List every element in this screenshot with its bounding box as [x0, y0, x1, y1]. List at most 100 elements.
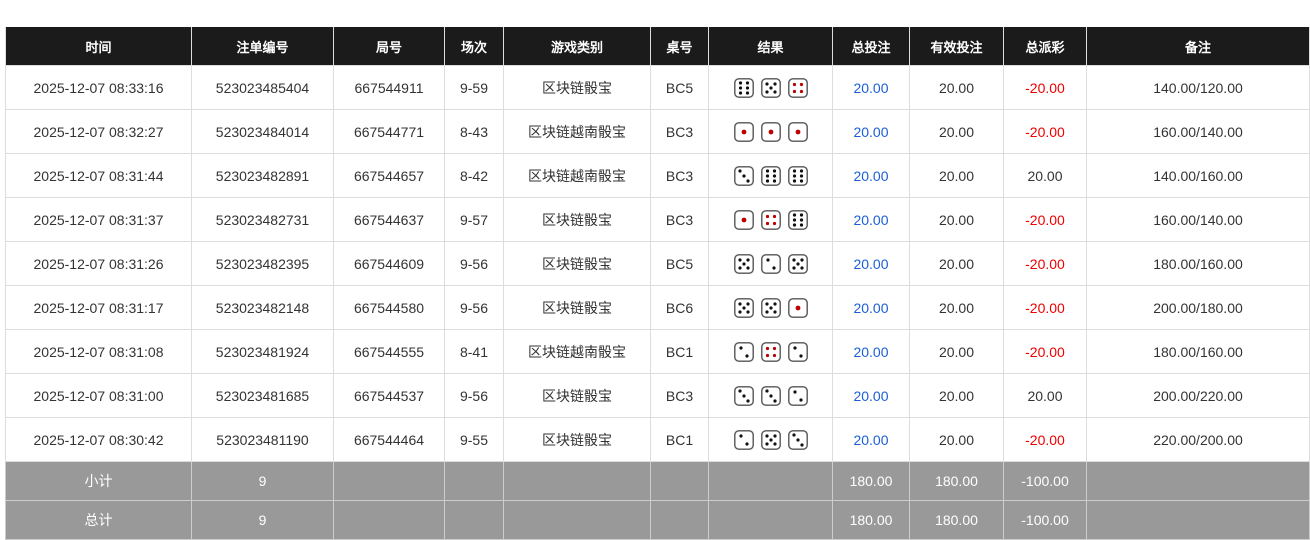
game-type-cell: 区块链越南骰宝: [503, 329, 651, 374]
table-cell: BC3: [650, 153, 709, 198]
time-cell: 2025-12-07 08:31:17: [5, 285, 192, 330]
result-cell: [708, 329, 833, 374]
bet-id-cell: 523023482395: [191, 241, 334, 286]
valid-bet-cell: 20.00: [909, 285, 1004, 330]
time-cell: 2025-12-07 08:31:26: [5, 241, 192, 286]
total-bet-cell: 20.00: [832, 109, 910, 154]
bet-id-cell: 523023484014: [191, 109, 334, 154]
total-bet-cell: 20.00: [832, 197, 910, 242]
dice-5-icon: [760, 429, 781, 450]
empty-cell: [333, 461, 445, 501]
round-cell: 667544580: [333, 285, 445, 330]
subtotal-row: 小计 9 180.00 180.00 -100.00: [5, 461, 1310, 501]
empty-cell: [708, 461, 833, 501]
note-cell: 160.00/140.00: [1086, 197, 1310, 242]
round-cell: 667544637: [333, 197, 445, 242]
table-row: 2025-12-07 08:33:16 523023485404 667544911…: [5, 65, 1310, 110]
header-total-payout: 总派彩: [1003, 27, 1087, 66]
session-cell: 9-55: [444, 417, 504, 462]
bet-records-table: 时间 注单编号 局号 场次 游戏类别 桌号 结果 总投注 有效投注 总派彩 备注 2025-12-0…: [5, 27, 1310, 540]
session-cell: 8-42: [444, 153, 504, 198]
dice-3-icon: [787, 429, 808, 450]
dice-6-icon: [787, 165, 808, 186]
payout-cell: 20.00: [1003, 153, 1087, 198]
dice-6-icon: [760, 165, 781, 186]
game-type-cell: 区块链骰宝: [503, 373, 651, 418]
empty-cell: [1086, 500, 1310, 540]
time-cell: 2025-12-07 08:31:00: [5, 373, 192, 418]
grandtotal-label: 总计: [5, 500, 192, 540]
total-bet-cell: 20.00: [832, 241, 910, 286]
table-row: 2025-12-07 08:30:42 523023481190 667544464…: [5, 417, 1310, 462]
table-row: 2025-12-07 08:31:44 523023482891 667544657…: [5, 153, 1310, 198]
dice-4-icon: [760, 209, 781, 230]
game-type-cell: 区块链骰宝: [503, 197, 651, 242]
result-cell: [708, 373, 833, 418]
header-valid-bet: 有效投注: [909, 27, 1004, 66]
session-cell: 9-56: [444, 285, 504, 330]
table-row: 2025-12-07 08:31:26 523023482395 667544609…: [5, 241, 1310, 286]
round-cell: 667544771: [333, 109, 445, 154]
table-cell: BC3: [650, 373, 709, 418]
time-cell: 2025-12-07 08:33:16: [5, 65, 192, 110]
total-bet-cell: 20.00: [832, 417, 910, 462]
header-result: 结果: [708, 27, 833, 66]
result-cell: [708, 241, 833, 286]
dice-3-icon: [733, 385, 754, 406]
dice-2-icon: [733, 429, 754, 450]
empty-cell: [503, 461, 651, 501]
game-type-cell: 区块链骰宝: [503, 417, 651, 462]
total-bet-cell: 20.00: [832, 329, 910, 374]
round-cell: 667544609: [333, 241, 445, 286]
round-cell: 667544464: [333, 417, 445, 462]
dice-3-icon: [733, 165, 754, 186]
table-row: 2025-12-07 08:31:00 523023481685 667544537…: [5, 373, 1310, 418]
note-cell: 220.00/200.00: [1086, 417, 1310, 462]
table-cell: BC1: [650, 329, 709, 374]
subtotal-label: 小计: [5, 461, 192, 501]
empty-cell: [333, 500, 445, 540]
dice-1-icon: [787, 297, 808, 318]
payout-cell: -20.00: [1003, 109, 1087, 154]
header-bet-id: 注单编号: [191, 27, 334, 66]
table-cell: BC3: [650, 109, 709, 154]
bet-id-cell: 523023485404: [191, 65, 334, 110]
session-cell: 9-57: [444, 197, 504, 242]
result-cell: [708, 153, 833, 198]
total-bet-cell: 20.00: [832, 285, 910, 330]
dice-4-icon: [760, 341, 781, 362]
valid-bet-cell: 20.00: [909, 373, 1004, 418]
session-cell: 9-56: [444, 241, 504, 286]
header-round: 局号: [333, 27, 445, 66]
note-cell: 140.00/120.00: [1086, 65, 1310, 110]
bet-id-cell: 523023482731: [191, 197, 334, 242]
empty-cell: [1086, 461, 1310, 501]
dice-2-icon: [733, 341, 754, 362]
empty-cell: [650, 500, 709, 540]
session-cell: 9-59: [444, 65, 504, 110]
dice-5-icon: [733, 297, 754, 318]
table-cell: BC5: [650, 241, 709, 286]
dice-2-icon: [787, 385, 808, 406]
bet-id-cell: 523023482148: [191, 285, 334, 330]
dice-1-icon: [760, 121, 781, 142]
dice-6-icon: [733, 77, 754, 98]
session-cell: 8-43: [444, 109, 504, 154]
game-type-cell: 区块链越南骰宝: [503, 109, 651, 154]
valid-bet-cell: 20.00: [909, 65, 1004, 110]
time-cell: 2025-12-07 08:30:42: [5, 417, 192, 462]
game-type-cell: 区块链越南骰宝: [503, 153, 651, 198]
valid-bet-cell: 20.00: [909, 153, 1004, 198]
note-cell: 160.00/140.00: [1086, 109, 1310, 154]
payout-cell: -20.00: [1003, 65, 1087, 110]
dice-1-icon: [733, 209, 754, 230]
empty-cell: [650, 461, 709, 501]
dice-6-icon: [787, 209, 808, 230]
result-cell: [708, 197, 833, 242]
total-bet-cell: 20.00: [832, 65, 910, 110]
result-cell: [708, 65, 833, 110]
table-cell: BC5: [650, 65, 709, 110]
valid-bet-cell: 20.00: [909, 241, 1004, 286]
grandtotal-count: 9: [191, 500, 334, 540]
empty-cell: [708, 500, 833, 540]
